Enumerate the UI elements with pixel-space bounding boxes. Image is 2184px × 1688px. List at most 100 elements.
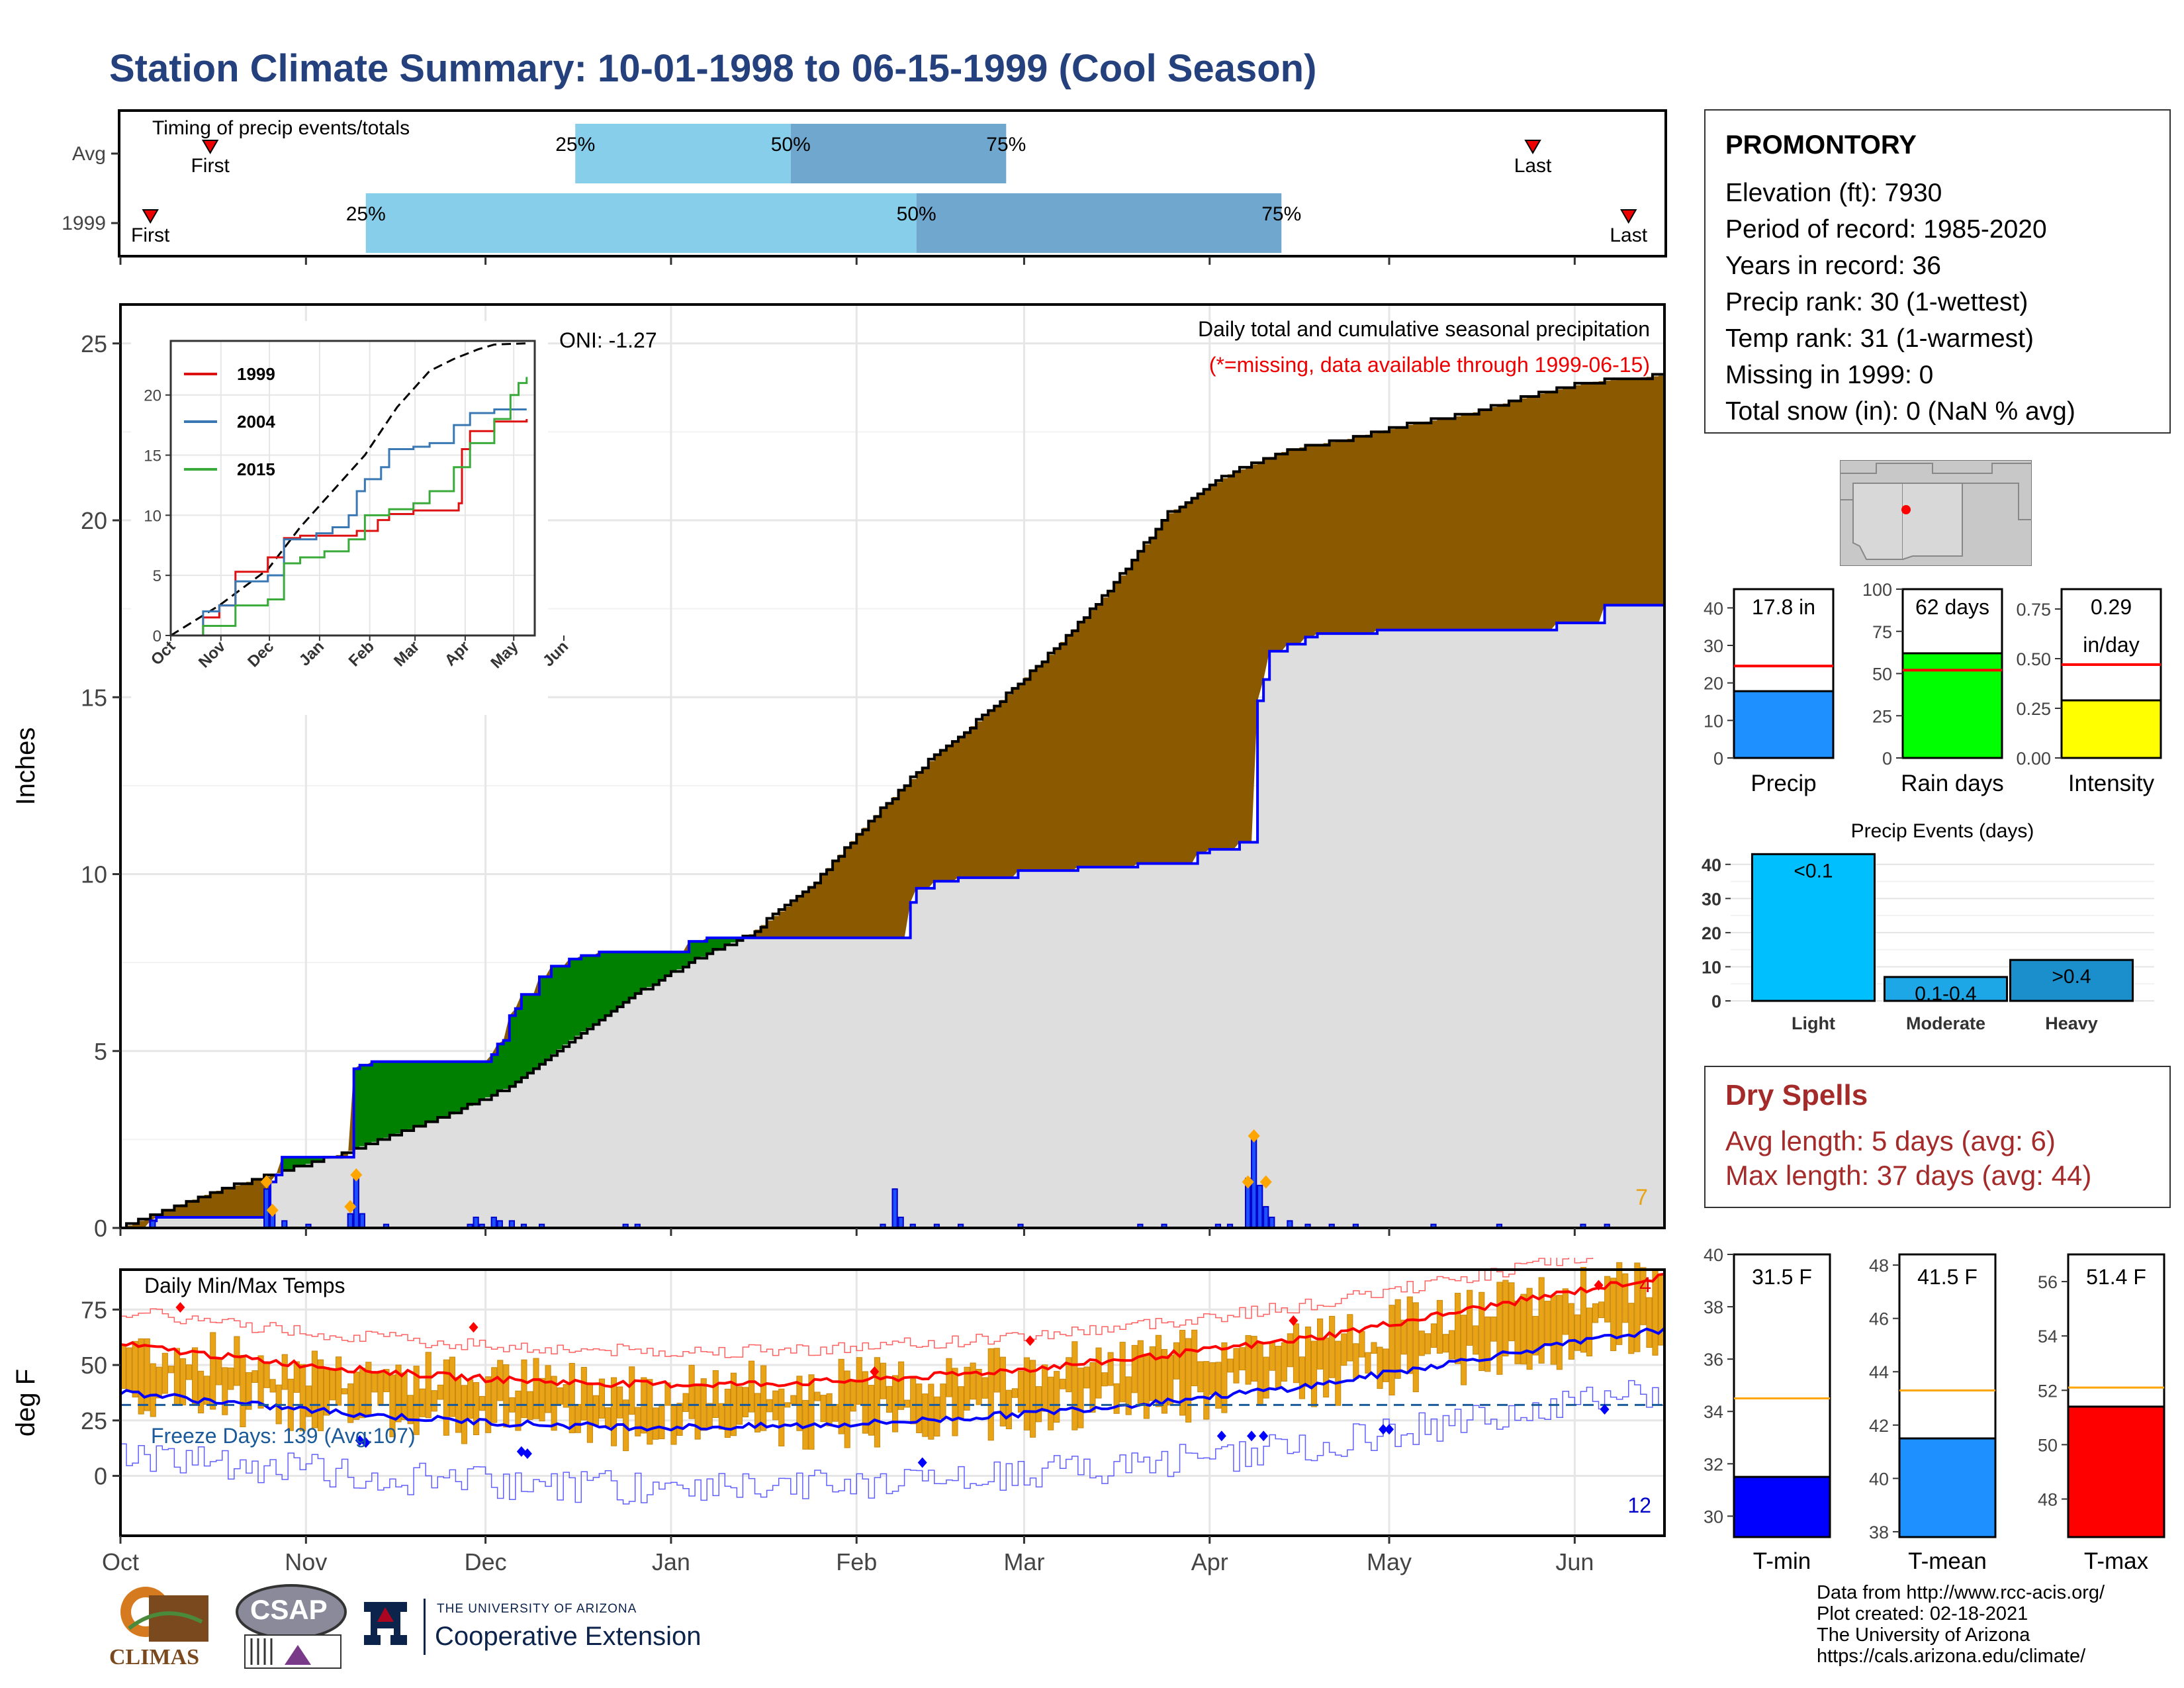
events-title: Precip Events (days)	[1851, 820, 2034, 842]
temp-daily-bar	[317, 1359, 324, 1431]
events-bar	[1751, 853, 1876, 1002]
summary-ytick-label: 75	[1872, 622, 1892, 642]
temp-daily-bar	[796, 1376, 803, 1431]
temp-daily-bar	[1610, 1278, 1617, 1351]
temp-daily-bar	[1173, 1342, 1180, 1380]
temp-ylabel: deg F	[11, 1369, 40, 1436]
station-info-box: PROMONTORY Elevation (ft): 7930 Period o…	[1704, 109, 2171, 434]
temp-daily-bar	[1341, 1333, 1347, 1366]
precip-ytick-label: 20	[81, 507, 107, 534]
temp-daily-bar	[1508, 1282, 1515, 1342]
summary-ytick-label: 25	[1872, 706, 1892, 726]
temp-daily-bar	[976, 1368, 982, 1405]
temp-daily-bar	[228, 1367, 234, 1390]
temp-daily-bar	[1646, 1297, 1653, 1348]
tempbar-ytick-label: 32	[1704, 1454, 1723, 1474]
temp-daily-bar	[904, 1399, 911, 1408]
temp-daily-bar	[1023, 1357, 1030, 1430]
temp-chart-title: Daily Min/Max Temps	[144, 1274, 345, 1297]
temp-daily-bar	[1353, 1343, 1359, 1379]
temp-daily-bar	[1652, 1270, 1659, 1356]
precip-ytick-label: 15	[81, 684, 107, 711]
temp-daily-bar	[718, 1403, 725, 1430]
temp-daily-bar	[1298, 1356, 1306, 1399]
timing-first-marker	[142, 209, 159, 224]
footer-line-created: Plot created: 02-18-2021	[1817, 1603, 2028, 1624]
summary-xlabel: Intensity	[2068, 771, 2155, 796]
temp-daily-bar	[461, 1385, 468, 1444]
temp-daily-bar	[999, 1356, 1006, 1427]
temp-daily-bar	[928, 1383, 934, 1440]
temp-daily-bar	[173, 1348, 181, 1406]
summary-ytick-label: 0.00	[2016, 749, 2051, 769]
ua-logo-small-text: THE UNIVERSITY OF ARIZONA	[437, 1602, 637, 1616]
temp-daily-bar	[389, 1374, 396, 1438]
temp-daily-bar	[395, 1364, 402, 1423]
temp-daily-bar	[958, 1386, 964, 1420]
temp-daily-bar	[329, 1369, 336, 1401]
tempbar-bar	[1898, 1437, 1997, 1538]
tempbar-ytick-label: 30	[1704, 1507, 1723, 1526]
temp-daily-bar	[850, 1380, 856, 1412]
temp-daily-bar	[1442, 1334, 1449, 1353]
temp-daily-bar	[527, 1391, 533, 1421]
station-elevation: Elevation (ft): 7930	[1725, 179, 1942, 207]
summary-xlabel: Precip	[1751, 771, 1816, 796]
temp-daily-bar	[1281, 1342, 1287, 1382]
temp-daily-bar	[311, 1350, 318, 1429]
temp-avg-min-line	[119, 1327, 1666, 1432]
temp-daily-bar	[574, 1404, 581, 1433]
events-ytick-label: 10	[1702, 957, 1721, 977]
temp-record-low-marker	[1247, 1430, 1257, 1442]
temp-daily-bar	[1005, 1389, 1012, 1430]
temp-daily-bar	[987, 1348, 994, 1441]
tempbar-ytick-label: 48	[2038, 1490, 2058, 1510]
station-missing: Missing in 1999: 0	[1725, 361, 1934, 389]
temp-daily-bar	[635, 1407, 641, 1436]
temp-daily-bar	[551, 1376, 557, 1431]
temp-daily-bar	[1622, 1273, 1629, 1323]
temp-daily-bar	[694, 1385, 701, 1440]
temp-daily-bar	[1347, 1314, 1353, 1362]
temp-daily-bar	[407, 1395, 414, 1425]
temp-daily-bar	[569, 1363, 575, 1434]
dry-spells-avg: Avg length: 5 days (avg: 6)	[1725, 1125, 2056, 1156]
tempbar-ytick-label: 46	[1869, 1309, 1889, 1329]
temp-daily-bar	[1592, 1303, 1599, 1323]
temp-daily-bar	[359, 1368, 366, 1419]
temp-daily-bar	[383, 1369, 390, 1393]
temp-daily-bar	[198, 1370, 205, 1414]
temp-daily-bar	[1107, 1352, 1114, 1386]
timing-q25-label: 25%	[555, 134, 595, 156]
temp-daily-bar	[1257, 1342, 1263, 1405]
timing-bar-lower	[575, 124, 791, 183]
timing-first-marker	[201, 140, 219, 154]
temp-daily-bar	[1335, 1340, 1342, 1406]
temp-daily-bar	[1227, 1358, 1234, 1373]
events-bar-label: <0.1	[1794, 860, 1833, 882]
temp-daily-bar	[610, 1377, 617, 1446]
temp-daily-bar	[1424, 1333, 1431, 1354]
climas-logo: CLIMAS	[109, 1582, 215, 1675]
temp-daily-bar	[1484, 1316, 1491, 1372]
summary-ytick-label: 20	[1704, 674, 1723, 694]
temp-daily-bar	[413, 1366, 420, 1435]
temp-daily-bar	[1066, 1357, 1072, 1393]
csap-logo: CSAP	[232, 1582, 347, 1675]
temp-daily-bar	[365, 1362, 372, 1415]
footer-line-url: https://cals.arizona.edu/climate/	[1817, 1646, 2086, 1667]
temp-daily-bar	[832, 1403, 839, 1422]
precip-peak-marker	[350, 1168, 363, 1182]
summary-bar	[1733, 690, 1835, 759]
temp-daily-bar	[281, 1354, 288, 1390]
temp-daily-bar	[479, 1395, 486, 1411]
temp-daily-bar	[910, 1378, 917, 1425]
temp-daily-bar	[1071, 1341, 1078, 1430]
temp-daily-bar	[844, 1370, 850, 1448]
precip-corner-count: 7	[1635, 1185, 1648, 1210]
precip-daily-bar	[347, 1213, 353, 1229]
temp-record-high-marker	[469, 1322, 478, 1333]
tempbar-value-label: 41.5 F	[1917, 1265, 1978, 1289]
temp-daily-bar	[1077, 1368, 1084, 1429]
summary-ytick-label: 0.25	[2016, 699, 2051, 719]
